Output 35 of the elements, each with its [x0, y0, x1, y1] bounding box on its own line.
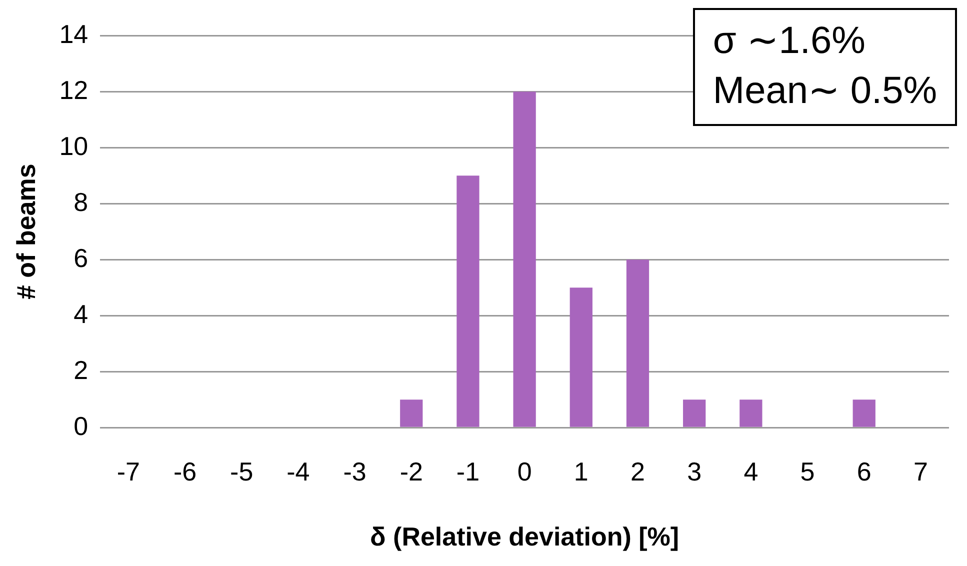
x-tick-label: -2: [400, 456, 423, 486]
bar: [456, 176, 480, 427]
bar: [740, 400, 762, 427]
annotation: Mean∼ 0.5%: [712, 69, 937, 114]
y-axis-title: # of beams: [10, 164, 41, 300]
bar: [570, 288, 592, 427]
y-tick-label: 2: [74, 354, 88, 385]
x-tick-label: 3: [687, 456, 702, 486]
x-tick-label: -6: [173, 456, 197, 486]
bar: [626, 260, 650, 427]
bar: [683, 400, 706, 427]
x-tick-label: -3: [343, 456, 366, 486]
x-tick-label: -5: [230, 456, 254, 486]
x-tick-label: 5: [800, 456, 815, 486]
x-tick-label: 4: [744, 456, 758, 486]
bar: [400, 400, 423, 427]
y-tick-label: 4: [74, 298, 88, 329]
x-axis-title: δ (Relative deviation) [%]: [370, 522, 680, 552]
x-tick-label: -4: [286, 456, 310, 486]
y-tick-label: 8: [74, 186, 88, 217]
y-tick-label: 14: [59, 18, 88, 49]
y-tick-label: 0: [74, 410, 88, 441]
x-tick-label: -7: [116, 456, 140, 486]
y-tick-label: 12: [59, 74, 88, 105]
x-tick-label: 2: [630, 456, 645, 486]
y-tick-label: 10: [59, 130, 88, 161]
annotation: σ ∼1.6%: [712, 19, 866, 64]
x-tick-label: 0: [517, 456, 532, 486]
bar: [513, 92, 536, 427]
y-tick-label: 6: [74, 242, 88, 273]
x-tick-label: 7: [913, 456, 928, 486]
x-tick-label: 1: [574, 456, 588, 486]
bar: [852, 400, 876, 427]
x-tick-label: 6: [856, 456, 872, 486]
x-tick-label: -1: [456, 456, 480, 486]
